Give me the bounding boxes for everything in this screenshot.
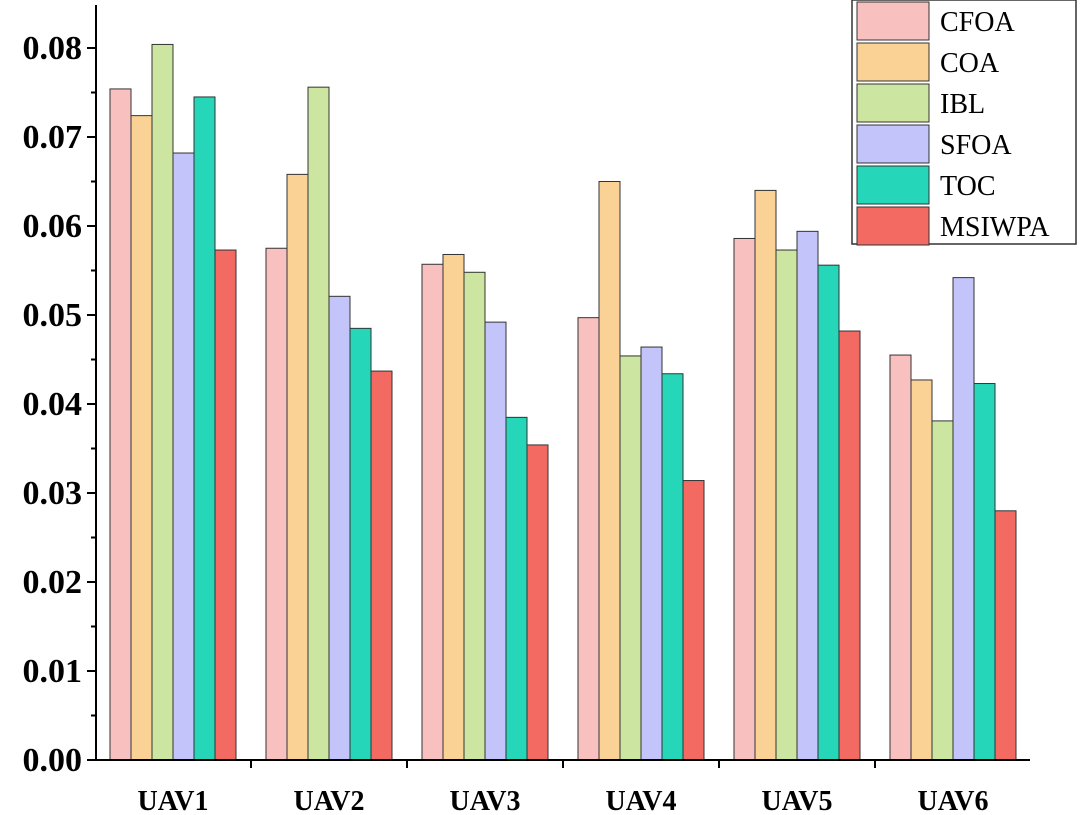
legend-swatch-sfoa xyxy=(856,124,930,164)
x-tick-label: UAV5 xyxy=(761,786,832,815)
bar-uav4-cfoa xyxy=(577,317,600,761)
bars-layer xyxy=(109,43,1017,761)
y-tick-label: 0.08 xyxy=(23,30,83,67)
legend-swatch-cfoa xyxy=(856,1,930,41)
x-tick-label: UAV1 xyxy=(137,786,208,815)
bar-uav1-cfoa xyxy=(109,88,132,761)
bar-uav5-toc xyxy=(817,264,840,761)
y-tick-label: 0.02 xyxy=(23,564,83,601)
bar-uav3-coa xyxy=(442,253,465,761)
bar-uav1-ibl xyxy=(151,43,174,761)
y-tick-label: 0.01 xyxy=(23,653,83,690)
bar-uav5-coa xyxy=(754,189,777,761)
bar-uav6-coa xyxy=(910,379,933,761)
legend-label-msiwpa: MSIWPA xyxy=(940,212,1050,243)
bar-uav2-cfoa xyxy=(265,247,288,761)
bar-uav5-cfoa xyxy=(733,237,756,761)
bar-uav2-msiwpa xyxy=(370,370,393,761)
y-tick-label: 0.05 xyxy=(23,297,83,334)
bar-uav3-ibl xyxy=(463,271,486,761)
bar-uav1-toc xyxy=(193,96,216,761)
y-tick-label: 0.06 xyxy=(23,208,83,245)
y-tick-label: 0.07 xyxy=(23,119,83,156)
bar-uav6-ibl xyxy=(931,420,954,761)
x-tick-label: UAV6 xyxy=(917,786,988,815)
bar-uav2-ibl xyxy=(307,86,330,761)
legend-label-ibl: IBL xyxy=(940,89,985,120)
bar-uav3-cfoa xyxy=(421,263,444,761)
bar-uav5-msiwpa xyxy=(838,330,861,761)
bar-uav3-msiwpa xyxy=(526,444,549,761)
bar-uav4-sfoa xyxy=(640,346,663,761)
axes-layer: 0.00 0.01 0.02 0.03 0.04 0.05 0.06 0.07 0.08 UAV1… xyxy=(23,5,1030,815)
bar-uav1-msiwpa xyxy=(214,249,237,761)
bar-uav4-toc xyxy=(661,373,684,761)
legend: CFOA COA IBL SFOA TOC MSIWPA xyxy=(851,0,1077,246)
legend-label-toc: TOC xyxy=(940,171,996,202)
x-tick-label: UAV4 xyxy=(605,786,676,815)
bar-uav6-toc xyxy=(973,383,996,761)
bar-uav4-ibl xyxy=(619,355,642,761)
bar-uav6-sfoa xyxy=(952,277,975,761)
bar-uav2-toc xyxy=(349,327,372,761)
bar-uav1-sfoa xyxy=(172,152,195,761)
bar-uav2-sfoa xyxy=(328,295,351,761)
x-tick-label: UAV2 xyxy=(293,786,364,815)
x-tick-label: UAV3 xyxy=(449,786,520,815)
legend-swatch-toc xyxy=(856,165,930,205)
bar-uav1-coa xyxy=(130,115,153,761)
y-tick-label: 0.00 xyxy=(23,742,83,779)
bar-uav4-msiwpa xyxy=(682,480,705,761)
legend-swatch-ibl xyxy=(856,83,930,123)
bar-uav5-ibl xyxy=(775,249,798,761)
legend-swatch-coa xyxy=(856,42,930,82)
legend-label-cfoa: CFOA xyxy=(940,7,1015,38)
bar-uav6-cfoa xyxy=(889,354,912,761)
legend-label-coa: COA xyxy=(940,48,1000,79)
legend-label-sfoa: SFOA xyxy=(940,130,1012,161)
y-tick-label: 0.04 xyxy=(23,386,83,423)
bar-uav3-toc xyxy=(505,416,528,761)
y-tick-label: 0.03 xyxy=(23,475,83,512)
legend-swatch-msiwpa xyxy=(856,206,930,246)
bar-uav5-sfoa xyxy=(796,230,819,761)
bar-uav4-coa xyxy=(598,181,621,761)
bar-uav6-msiwpa xyxy=(994,510,1017,761)
bar-uav2-coa xyxy=(286,173,309,761)
bar-uav3-sfoa xyxy=(484,321,507,761)
